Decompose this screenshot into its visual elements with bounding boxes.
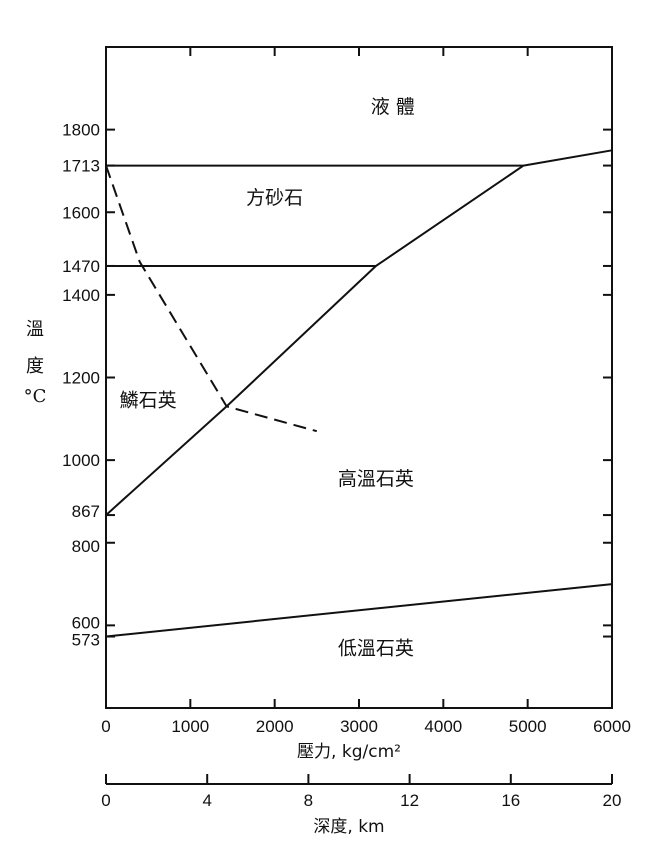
y-tick-label: 600 xyxy=(72,613,100,632)
x-axis-title: 壓力, kg/cm² xyxy=(297,742,401,762)
y-tick-label: 573 xyxy=(72,631,100,650)
depth-tick-label: 12 xyxy=(400,791,419,810)
x-tick-label: 5000 xyxy=(509,717,547,736)
x-tick-label: 1000 xyxy=(171,717,209,736)
depth-tick-label: 16 xyxy=(501,791,520,810)
y-axis-label-char: 溫 xyxy=(26,319,44,340)
y-tick-label: 1600 xyxy=(62,203,100,222)
dashed-boundary-line xyxy=(105,165,318,433)
depth-tick-label: 8 xyxy=(304,791,313,810)
y-tick-label: 867 xyxy=(72,502,100,521)
x-tick-label: 2000 xyxy=(256,717,294,736)
y-tick-label: 1200 xyxy=(62,369,100,388)
region-label: 高溫石英 xyxy=(338,468,414,490)
depth-tick-label: 20 xyxy=(603,791,622,810)
y-tick-label: 1000 xyxy=(62,451,100,470)
phase-boundary-line xyxy=(105,583,613,638)
x-tick-label: 6000 xyxy=(593,717,631,736)
x-tick-label: 4000 xyxy=(424,717,462,736)
y-tick-label: 1713 xyxy=(62,157,100,176)
phase-boundary-line xyxy=(105,149,613,516)
y-axis-label-char: 度 xyxy=(26,356,44,377)
x-tick-label: 3000 xyxy=(340,717,378,736)
depth-axis-title: 深度, km xyxy=(313,817,384,837)
region-label: 鱗石英 xyxy=(120,389,177,411)
y-tick-label: 1470 xyxy=(62,257,100,276)
region-label: 低溫石英 xyxy=(338,637,414,659)
y-tick-label: 800 xyxy=(72,537,100,556)
region-label: 液 體 xyxy=(371,96,415,118)
plot-frame xyxy=(105,46,613,709)
y-tick-label: 1800 xyxy=(62,121,100,140)
x-tick-label: 0 xyxy=(101,717,110,736)
y-axis-label-char: °C xyxy=(24,386,47,407)
depth-tick-label: 4 xyxy=(202,791,211,810)
region-label: 方砂石 xyxy=(246,187,303,209)
y-tick-label: 1400 xyxy=(62,286,100,305)
depth-tick-label: 0 xyxy=(101,791,110,810)
